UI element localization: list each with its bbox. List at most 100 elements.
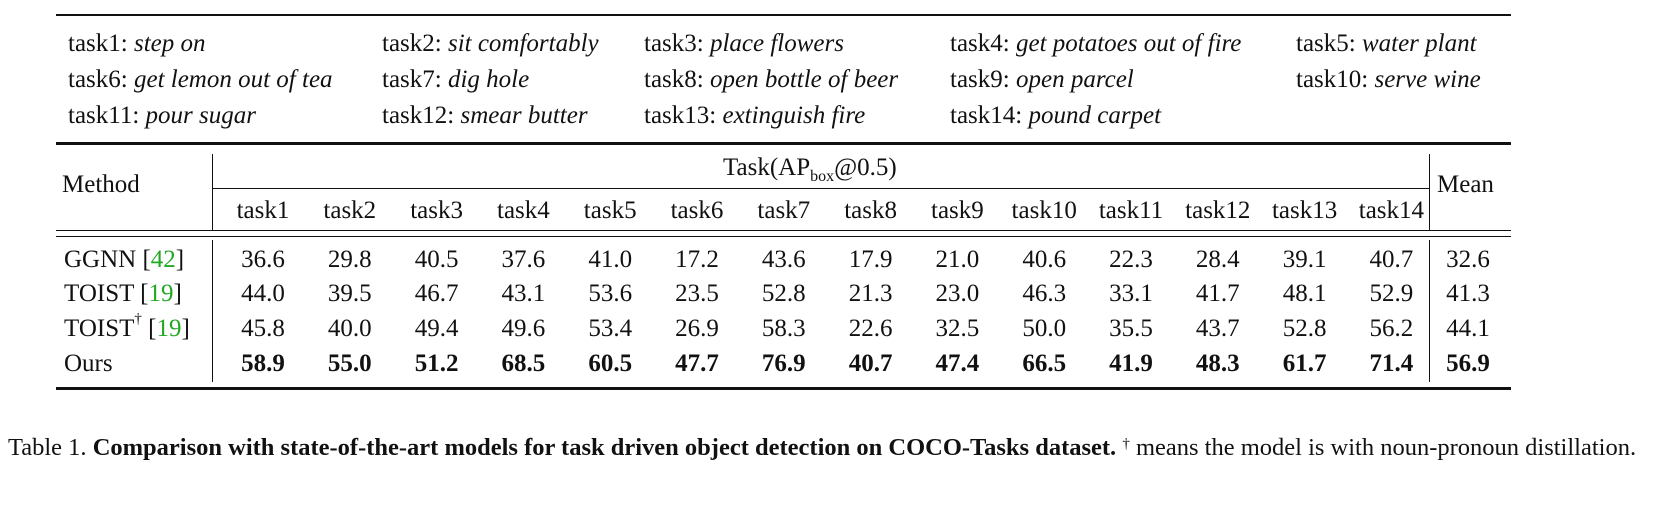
method-name: TOIST [64, 315, 135, 342]
caption-rest: means the model is with noun-pronoun dis… [1135, 434, 1637, 461]
table-cell: 55.0 [327, 350, 372, 377]
citation-link[interactable]: 19 [148, 280, 174, 307]
mean-vertical-rule-body [1429, 240, 1430, 382]
table-cell: 58.3 [761, 315, 806, 342]
citation-link[interactable]: 42 [150, 246, 176, 273]
legend-task-desc: extinguish fire [722, 102, 866, 129]
legend-task-desc: get potatoes out of fire [1015, 30, 1242, 57]
table-cell: 47.4 [935, 350, 980, 377]
legend-row: task6: get lemon out of tea task7: dig ho… [68, 62, 1628, 98]
table-cell: 52.9 [1369, 280, 1414, 307]
table-cell: 76.9 [761, 350, 806, 377]
task-legend: task1: step on task2: sit comfortably task… [68, 26, 1628, 134]
mean-cell: 44.1 [1446, 315, 1490, 342]
table-cell: 53.6 [588, 280, 633, 307]
legend-item: task4: get potatoes out of fire [950, 26, 1241, 62]
table-cell: 35.5 [1109, 315, 1153, 342]
column-header: task10 [1011, 197, 1077, 224]
legend-item: task3: place flowers [644, 26, 844, 62]
table-cell: 41.9 [1109, 350, 1153, 377]
caption-label: Table 1. [8, 434, 87, 461]
legend-item: task8: open bottle of beer [644, 62, 898, 98]
legend-task-desc: serve wine [1374, 66, 1481, 93]
table-cell: 43.7 [1195, 315, 1240, 342]
column-header: task12 [1185, 197, 1251, 224]
legend-task-id: task1: [68, 30, 128, 57]
table-cell: 58.9 [241, 350, 285, 377]
method-header: Method [62, 171, 140, 198]
legend-task-id: task12: [382, 102, 455, 129]
table-cell: 41.0 [588, 246, 633, 273]
legend-task-desc: open parcel [1015, 66, 1134, 93]
task-group-header-post: @0.5) [834, 154, 897, 181]
task-group-underline [213, 188, 1429, 189]
table-cell: 45.8 [241, 315, 285, 342]
legend-item: task2: sit comfortably [382, 26, 599, 62]
row-method-label: TOIST† [19] [64, 311, 190, 342]
legend-item: task12: smear butter [382, 98, 588, 134]
legend-task-id: task9: [950, 66, 1010, 93]
table-cell: 32.5 [935, 315, 980, 342]
method-name: TOIST [64, 280, 134, 307]
legend-rule [56, 142, 1511, 145]
table-cell: 56.2 [1369, 315, 1414, 342]
column-header: task14 [1358, 197, 1425, 224]
table-cell: 17.2 [675, 246, 719, 273]
table-cell: 47.7 [675, 350, 719, 377]
column-header: task3 [410, 197, 463, 224]
task-group-header-sub: box [810, 168, 835, 185]
table-cell: 40.7 [1369, 246, 1414, 273]
legend-item: task14: pound carpet [950, 98, 1161, 134]
table-cell: 29.8 [327, 246, 372, 273]
legend-row: task1: step on task2: sit comfortably task… [68, 26, 1628, 62]
table-cell: 49.4 [414, 315, 459, 342]
citation-link[interactable]: 19 [156, 315, 182, 342]
method-vertical-rule-body [212, 240, 213, 382]
legend-item: task10: serve wine [1296, 62, 1481, 98]
column-header: task6 [670, 197, 724, 224]
legend-task-id: task10: [1296, 66, 1369, 93]
caption-dagger: † [1122, 436, 1130, 452]
column-header: task13 [1271, 197, 1338, 224]
header-rule-2 [56, 236, 1511, 237]
legend-task-desc: step on [133, 30, 206, 57]
table-cell: 22.3 [1109, 246, 1153, 273]
table-cell: 66.5 [1022, 350, 1067, 377]
method-name: GGNN [64, 246, 137, 273]
table-cell: 40.6 [1022, 246, 1067, 273]
table-cell: 37.6 [501, 246, 546, 273]
table-cell: 44.0 [241, 280, 285, 307]
table-cell: 39.5 [327, 280, 372, 307]
legend-task-desc: get lemon out of tea [133, 66, 333, 93]
column-header: task4 [497, 197, 550, 224]
table-cell: 40.7 [848, 350, 893, 377]
method-dagger: † [134, 311, 142, 327]
legend-task-desc: pound carpet [1028, 102, 1162, 129]
legend-task-desc: pour sugar [145, 102, 256, 129]
mean-cell: 32.6 [1446, 246, 1490, 273]
table-cell: 49.6 [501, 315, 546, 342]
table-cell: 46.3 [1022, 280, 1067, 307]
table-cell: 50.0 [1022, 315, 1067, 342]
table-cell: 52.8 [761, 280, 806, 307]
table-cell: 28.4 [1195, 246, 1240, 273]
row-method-label: TOIST [19] [64, 280, 182, 307]
legend-item: task11: pour sugar [68, 98, 256, 134]
column-header: task7 [757, 197, 811, 224]
legend-task-id: task4: [950, 30, 1010, 57]
legend-item: task7: dig hole [382, 62, 529, 98]
table-cell: 23.0 [935, 280, 980, 307]
mean-cell: 41.3 [1446, 280, 1490, 307]
column-header: task1 [236, 197, 290, 224]
table-cell: 53.4 [588, 315, 633, 342]
table-cell: 23.5 [675, 280, 719, 307]
legend-task-desc: place flowers [709, 30, 844, 57]
table-cell: 41.7 [1195, 280, 1240, 307]
table-cell: 22.6 [848, 315, 893, 342]
table-cell: 60.5 [588, 350, 633, 377]
table-cell: 26.9 [675, 315, 719, 342]
column-header: task5 [583, 197, 637, 224]
table-cell: 17.9 [848, 246, 893, 273]
table-cell: 48.1 [1282, 280, 1327, 307]
caption-bold-text: Comparison with state-of-the-art models … [92, 434, 1117, 461]
